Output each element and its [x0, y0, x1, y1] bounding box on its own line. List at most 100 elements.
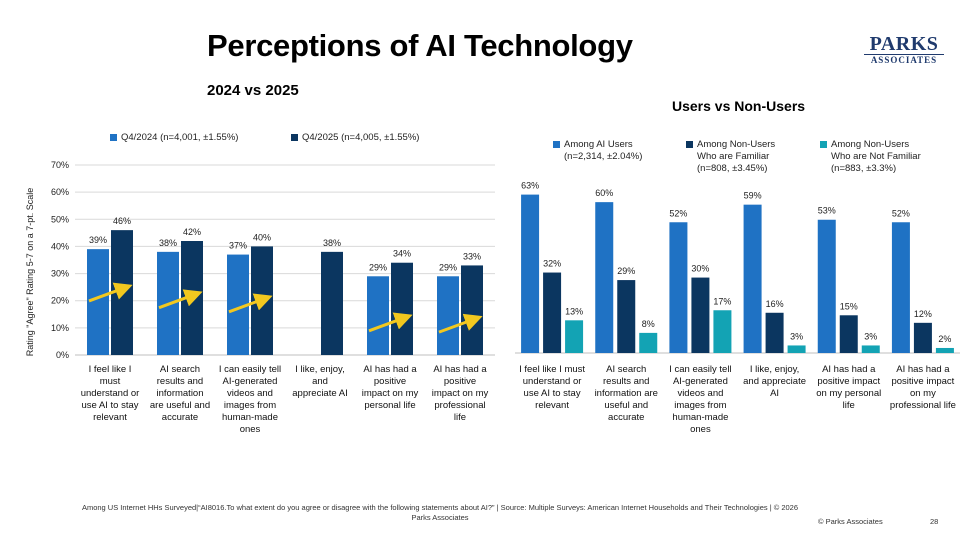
legend-left-item-0: Q4/2024 (n=4,001, ±1.55%): [110, 132, 238, 144]
company-logo: PARKS ASSOCIATES: [864, 34, 944, 68]
y-tick-label: 30%: [51, 269, 69, 279]
bar: [691, 277, 710, 353]
data-label: 34%: [393, 249, 411, 259]
y-tick-label: 0%: [56, 350, 69, 360]
bar: [595, 202, 614, 353]
y-tick-label: 70%: [51, 160, 69, 170]
data-label: 3%: [790, 331, 803, 341]
x-category-label: AI search results and information are usefu…: [150, 364, 210, 423]
data-label: 53%: [818, 206, 836, 216]
x-category-label: AI has had a positive impact on my personal…: [362, 364, 419, 411]
y-tick-label: 40%: [51, 241, 69, 251]
data-label: 39%: [89, 235, 107, 245]
data-label: 12%: [914, 309, 932, 319]
bar: [817, 219, 836, 353]
data-label: 52%: [892, 208, 910, 218]
x-category-label: I like, enjoy, and appreciate AI: [743, 364, 806, 399]
bar: [617, 280, 636, 353]
data-label: 32%: [543, 259, 561, 269]
data-label: 3%: [864, 331, 877, 341]
data-label: 33%: [463, 251, 481, 261]
data-label: 29%: [439, 262, 457, 272]
bar: [669, 222, 688, 353]
y-tick-label: 50%: [51, 214, 69, 224]
bar: [87, 249, 109, 355]
data-label: 29%: [617, 266, 635, 276]
bar: [913, 322, 932, 353]
legend-label: Q4/2025 (n=4,005, ±1.55%): [302, 132, 420, 143]
data-label: 38%: [323, 238, 341, 248]
bar: [935, 347, 954, 353]
data-label: 46%: [113, 216, 131, 226]
bar: [765, 312, 784, 353]
bar: [743, 204, 762, 353]
data-label: 2%: [938, 334, 951, 344]
legend-swatch: [553, 141, 560, 148]
y-tick-label: 20%: [51, 296, 69, 306]
logo-line-2: ASSOCIATES: [864, 54, 944, 65]
y-axis-label: Rating "Agree" Rating 5-7 on a 7-pt. Sca…: [25, 188, 35, 357]
copyright-text: © Parks Associates: [818, 517, 883, 526]
trend-arrow: [368, 312, 413, 333]
data-label: 63%: [521, 181, 539, 191]
bar: [227, 254, 249, 355]
logo-line-1: PARKS: [869, 33, 939, 55]
data-label: 37%: [229, 241, 247, 251]
y-tick-label: 10%: [51, 323, 69, 333]
data-label: 59%: [744, 191, 762, 201]
bar: [391, 262, 413, 355]
legend-right-item-0: Among AI Users (n=2,314, ±2.04%): [553, 139, 642, 163]
data-label: 17%: [713, 296, 731, 306]
footer-source-note: Among US Internet HHs Surveyed|“AI8016.T…: [81, 503, 799, 522]
legend-swatch: [110, 134, 117, 141]
legend-right-item-2: Among Non-Users Who are Not Familiar (n=…: [820, 139, 921, 175]
bar: [321, 251, 343, 355]
x-category-label: I can easily tell AI-generated videos and i…: [669, 364, 731, 435]
legend-label: Among Non-Users Who are Familiar (n=808,…: [697, 139, 776, 174]
x-category-label: AI search results and information are usefu…: [595, 364, 658, 423]
bar: [839, 315, 858, 353]
data-label: 8%: [642, 319, 655, 329]
right-chart-title: Users vs Non-Users: [672, 98, 806, 114]
bar: [521, 194, 540, 353]
bar: [713, 310, 732, 353]
y-tick-label: 60%: [51, 187, 69, 197]
trend-arrow: [438, 313, 483, 334]
legend-label: Among AI Users (n=2,314, ±2.04%): [564, 139, 643, 162]
page-title: Perceptions of AI Technology: [207, 28, 633, 63]
bar: [565, 320, 584, 353]
x-category-label: I can easily tell AI-generated videos and i…: [219, 364, 281, 435]
page-subtitle: 2024 vs 2025: [207, 82, 299, 99]
bar: [861, 345, 880, 353]
legend-label: Among Non-Users Who are Not Familiar (n=…: [831, 139, 921, 174]
data-label: 40%: [253, 232, 271, 242]
legend-swatch: [686, 141, 693, 148]
data-label: 16%: [766, 299, 784, 309]
data-label: 15%: [840, 301, 858, 311]
page-number: 28: [930, 517, 939, 526]
trend-arrow: [88, 282, 133, 303]
data-label: 38%: [159, 238, 177, 248]
legend-label: Q4/2024 (n=4,001, ±1.55%): [121, 132, 239, 143]
data-label: 30%: [691, 264, 709, 274]
bar: [639, 332, 658, 353]
data-label: 13%: [565, 306, 583, 316]
bar: [437, 276, 459, 355]
data-label: 52%: [669, 208, 687, 218]
bar: [787, 345, 806, 353]
legend-swatch: [820, 141, 827, 148]
bar: [543, 272, 562, 353]
x-category-label: AI has had a positive impact on my persona…: [816, 364, 881, 411]
data-label: 42%: [183, 227, 201, 237]
bar: [367, 276, 389, 355]
x-category-label: I feel like I must understand or use AI to…: [519, 364, 585, 411]
x-category-label: I like, enjoy, and appreciate AI: [292, 364, 347, 399]
bar: [891, 222, 910, 353]
legend-right-item-1: Among Non-Users Who are Familiar (n=808,…: [686, 139, 775, 175]
trend-arrow: [228, 293, 273, 314]
legend-swatch: [291, 134, 298, 141]
x-category-label: AI has had a positive impact on my professi…: [890, 364, 956, 411]
data-label: 29%: [369, 262, 387, 272]
